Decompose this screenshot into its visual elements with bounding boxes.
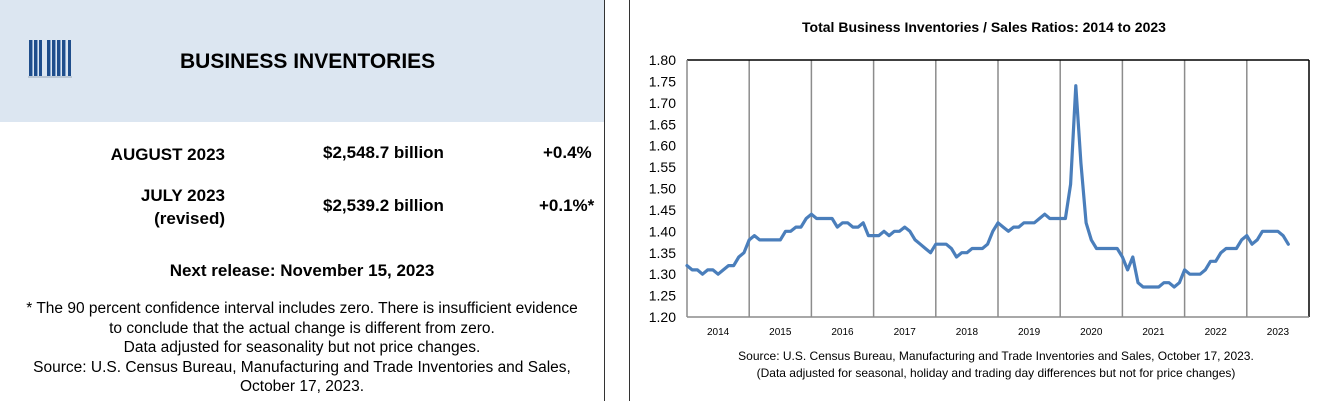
panel-border <box>629 0 630 401</box>
footnote-line: Source: U.S. Census Bureau, Manufacturin… <box>33 358 571 376</box>
y-tick-label: 1.60 <box>649 138 676 154</box>
series-layer <box>685 84 1290 289</box>
chart-source: Source: U.S. Census Bureau, Manufacturin… <box>738 349 1254 363</box>
x-axis: 2014 2015 2016 2017 2018 2019 2020 2021 2022 2023 <box>707 327 1289 338</box>
panel-border <box>604 0 605 401</box>
x-tick-label: 2014 <box>707 327 730 338</box>
chart-title: Total Business Inventories / Sales Ratio… <box>802 19 1166 35</box>
y-tick-label: 1.65 <box>649 116 676 132</box>
y-tick-label: 1.70 <box>649 95 676 111</box>
y-tick-label: 1.20 <box>649 309 676 325</box>
ratio-chart: Total Business Inventories / Sales Ratio… <box>649 19 1310 380</box>
y-tick-label: 1.30 <box>649 266 676 282</box>
footnote: * The 90 percent confidence interval inc… <box>0 299 604 397</box>
percent-change: +0.4% <box>543 143 592 162</box>
x-tick-label: 2015 <box>769 327 792 338</box>
inventory-value: $2,548.7 billion <box>323 143 444 162</box>
period-text: JULY 2023 <box>140 186 225 205</box>
chart-note: (Data adjusted for seasonal, holiday and… <box>757 366 1236 380</box>
y-tick-label: 1.75 <box>649 73 676 89</box>
y-tick-label: 1.50 <box>649 181 676 197</box>
x-tick-label: 2023 <box>1267 327 1290 338</box>
y-tick-label: 1.80 <box>649 52 676 68</box>
x-tick-label: 2021 <box>1142 327 1165 338</box>
y-tick-label: 1.40 <box>649 223 676 239</box>
x-tick-label: 2016 <box>831 327 854 338</box>
footnote-line: to conclude that the actual change is di… <box>109 319 495 337</box>
grid-layer <box>686 59 1310 318</box>
x-tick-label: 2019 <box>1018 327 1041 338</box>
percent-change: +0.1%* <box>539 196 595 215</box>
x-tick-label: 2020 <box>1080 327 1103 338</box>
x-tick-label: 2017 <box>894 327 917 338</box>
x-tick-label: 2022 <box>1205 327 1228 338</box>
period-note: (revised) <box>154 209 225 228</box>
prior-month-row: JULY 2023 (revised) $2,539.2 billion +0.… <box>25 184 605 234</box>
y-tick-label: 1.45 <box>649 202 676 218</box>
period-label: AUGUST 2023 <box>25 143 225 166</box>
header-title: BUSINESS INVENTORIES <box>180 50 436 73</box>
barcode-icon <box>28 40 72 78</box>
header-band: BUSINESS INVENTORIES <box>0 0 604 122</box>
period-text: AUGUST 2023 <box>110 145 225 164</box>
footnote-line: October 17, 2023. <box>239 378 365 395</box>
series-line <box>685 84 1290 289</box>
y-axis: 1.80 1.75 1.70 1.65 1.60 1.55 1.50 1.45 1.40 1.35… <box>649 52 676 325</box>
y-tick-label: 1.25 <box>649 288 676 304</box>
footnote-line: * The 90 percent confidence interval inc… <box>26 300 578 317</box>
footnote-line: Data adjusted for seasonality but not pr… <box>123 339 481 356</box>
y-tick-label: 1.55 <box>649 159 676 175</box>
x-tick-label: 2018 <box>956 327 979 338</box>
chart-panel: Total Business Inventories / Sales Ratio… <box>630 0 1336 401</box>
period-label: JULY 2023 (revised) <box>25 184 225 230</box>
summary-panel: BUSINESS INVENTORIES AUGUST 2023 $2,548.… <box>0 0 604 401</box>
next-release: Next release: November 15, 2023 <box>169 261 435 280</box>
current-month-row: AUGUST 2023 $2,548.7 billion +0.4% <box>25 143 605 168</box>
inventory-value: $2,539.2 billion <box>323 196 444 215</box>
y-tick-label: 1.35 <box>649 245 676 261</box>
